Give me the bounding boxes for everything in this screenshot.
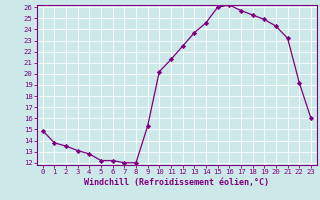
X-axis label: Windchill (Refroidissement éolien,°C): Windchill (Refroidissement éolien,°C)	[84, 178, 269, 187]
